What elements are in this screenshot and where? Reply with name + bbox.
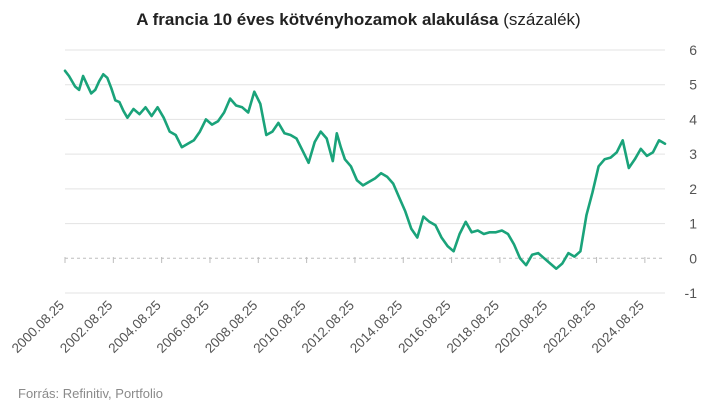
chart-title-unit: (százalék) [503, 10, 581, 29]
y-tick-label: 4 [689, 111, 697, 127]
y-tick-label: 2 [689, 181, 697, 197]
y-tick-label: 1 [689, 216, 697, 232]
chart-title: A francia 10 éves kötvényhozamok alakulá… [0, 10, 717, 30]
x-tick-labels: 2000.08.252002.08.252004.08.252006.08.25… [9, 298, 647, 356]
x-tick-label: 2024.08.25 [589, 298, 647, 356]
series-layer [63, 69, 667, 270]
y-tick-label: 5 [689, 77, 697, 93]
y-tick-label: -1 [685, 285, 698, 301]
y-tick-label: 3 [689, 146, 697, 162]
yield-line [63, 69, 667, 270]
y-tick-label: 0 [689, 250, 697, 266]
source-note: Forrás: Refinitiv, Portfolio [18, 386, 163, 401]
chart-title-main: A francia 10 éves kötvényhozamok alakulá… [136, 10, 499, 29]
y-tick-label: 6 [689, 42, 697, 58]
y-tick-labels: 6 5 4 3 2 1 0 -1 [685, 42, 698, 301]
